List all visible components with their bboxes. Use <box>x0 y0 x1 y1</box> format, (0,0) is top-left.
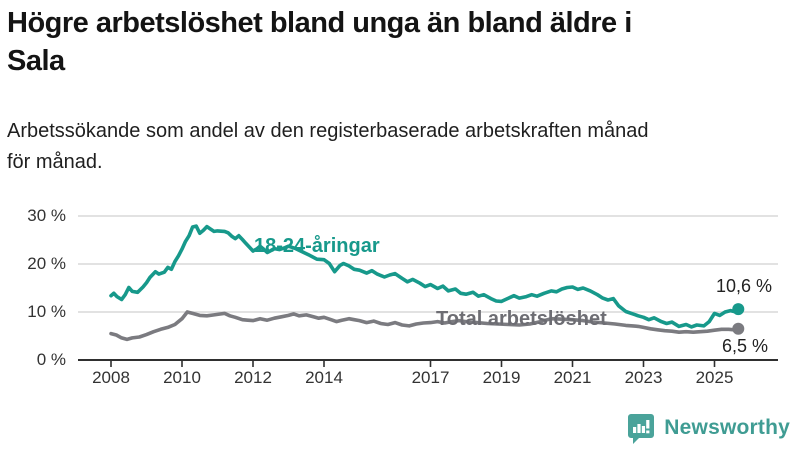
y-tick-label-10: 10 % <box>27 302 66 321</box>
y-tick-label-30: 30 % <box>27 206 66 225</box>
y-tick-label-0: 0 % <box>36 350 66 369</box>
title-line-1: Högre arbetslöshet bland unga än bland ä… <box>7 7 632 39</box>
x-tick-label-2012: 2012 <box>234 368 272 387</box>
end-value-young: 10,6 % <box>715 276 772 296</box>
end-dot-total <box>732 322 745 335</box>
chart-subtitle: Arbetssökande som andel av den registerb… <box>7 116 787 178</box>
x-tick-label-2014: 2014 <box>305 368 343 387</box>
newsworthy-logo-text: Newsworthy <box>664 416 790 439</box>
x-tick-label-2021: 2021 <box>553 368 592 387</box>
speech-bubble-bar-chart-icon <box>626 412 656 444</box>
x-tick-label-2019: 2019 <box>482 368 521 387</box>
x-tick-label-2023: 2023 <box>624 368 663 387</box>
x-tick-label-2017: 2017 <box>411 368 450 387</box>
series-label-young: 18-24-åringar <box>254 235 380 257</box>
series-label-total: Total arbetslöshet <box>436 308 607 330</box>
x-tick-label-2010: 2010 <box>163 368 201 387</box>
y-tick-label-20: 20 % <box>27 254 66 273</box>
end-dot-young <box>732 303 745 316</box>
page-title: Högre arbetslöshet bland unga än bland ä… <box>7 4 787 80</box>
x-tick-label-2025: 2025 <box>695 368 734 387</box>
subtitle-line-1: Arbetssökande som andel av den registerb… <box>7 120 649 142</box>
end-value-total: 6,5 % <box>721 336 768 356</box>
subtitle-line-2: för månad. <box>7 151 103 173</box>
series-line-young <box>109 224 741 329</box>
title-line-2: Sala <box>7 45 65 77</box>
x-tick-label-2008: 2008 <box>92 368 130 387</box>
series-line-total <box>109 310 741 342</box>
newsworthy-logo: Newsworthy <box>626 412 790 444</box>
